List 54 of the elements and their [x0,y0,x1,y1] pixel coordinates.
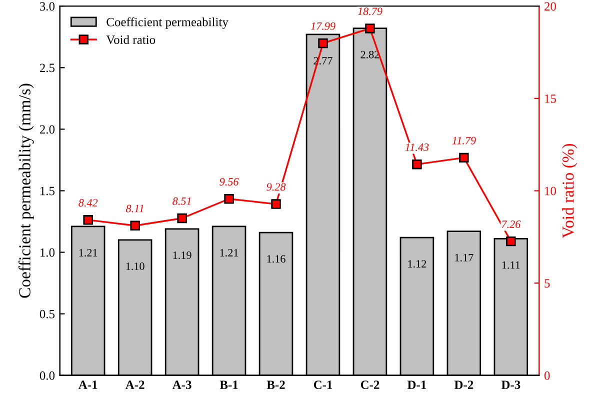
data-label: 1.12 [408,260,426,268]
y2-tick-label: 5 [544,279,550,288]
y-tick-label: 1.5 [40,186,55,196]
data-label: 1.21 [79,249,98,257]
y-tick-label: 0.0 [40,371,55,380]
x-tick-label: C-2 [360,380,380,390]
x-tick-label: A-1 [78,380,98,389]
y2-tick-label: 20 [544,2,556,11]
y2-tick-label: 15 [545,94,556,103]
x-tick-label: D-3 [501,380,520,390]
point [177,213,187,224]
point [130,220,140,230]
data-label: 1.16 [267,255,286,263]
data-label: 9.28 [266,183,286,191]
x-tick-label: D-2 [454,380,474,389]
legend-label: Coefficient permeability [106,17,228,29]
y2-tick-label: 0 [544,371,550,380]
data-label: 1.10 [126,262,144,270]
data-label: 9.56 [220,178,239,186]
data-label: 11.79 [452,136,476,144]
data-label: 18.79 [358,8,382,16]
y-tick-label: 2.5 [40,64,55,72]
point [412,159,422,170]
x-tick-label: B-2 [266,380,285,389]
point [365,24,375,34]
x-tick-label: D-1 [407,380,426,389]
point [318,38,328,48]
y-tick-label: 2.0 [40,125,55,134]
data-label: 1.19 [173,251,192,259]
point [271,199,281,209]
x-tick-label: A-3 [172,380,192,390]
y-tick-label: 0.5 [40,310,55,318]
data-label: 7.26 [502,220,521,228]
data-label: 8.51 [172,197,191,205]
x-tick-label: A-2 [125,380,144,389]
y-axis-title: Coefficient permeability (mm/s) [18,84,34,298]
y-tick-label: 3.0 [40,2,55,11]
data-label: 8.11 [126,204,144,212]
data-label: 17.99 [310,22,336,30]
x-tick-label: C-1 [314,380,332,390]
legend-label: Void ratio [106,35,156,44]
data-label: 1.11 [502,261,520,269]
y-tick-label: 1.0 [40,248,55,257]
data-label: 11.43 [405,144,429,152]
point [459,152,469,163]
data-label: 1.21 [220,249,238,257]
point [506,236,516,246]
y2-axis-title: Void ratio (%) [562,144,578,238]
data-label: 1.17 [455,254,474,262]
y2-tick-label: 10 [545,186,556,196]
x-tick-label: B-1 [220,380,238,389]
point [224,194,234,204]
data-label: 8.42 [78,199,98,207]
point [83,215,93,225]
